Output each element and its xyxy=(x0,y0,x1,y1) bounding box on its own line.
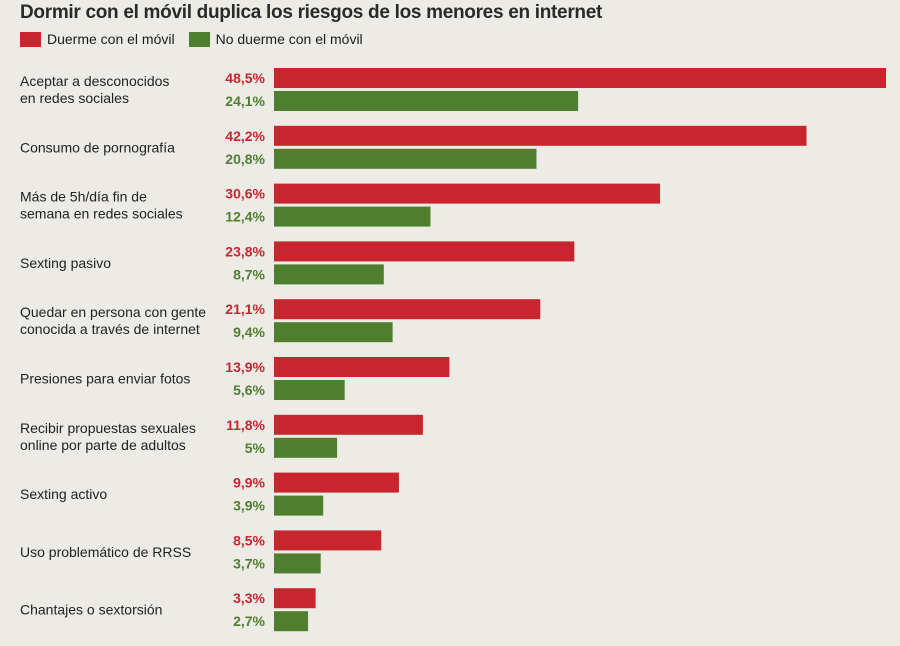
category-label-0-line-0: Aceptar a desconocidos xyxy=(20,73,169,89)
bar-no-duerme-2 xyxy=(274,206,431,227)
category-label-2-line-1: semana en redes sociales xyxy=(20,206,183,222)
bar-duerme-9 xyxy=(274,588,316,609)
legend-label-duerme: Duerme con el móvil xyxy=(47,31,175,47)
bar-duerme-4 xyxy=(274,299,541,320)
value-label-no-duerme-8: 3,7% xyxy=(233,555,265,571)
value-label-duerme-4: 21,1% xyxy=(225,301,265,317)
value-label-duerme-3: 23,8% xyxy=(225,243,265,259)
bar-duerme-0 xyxy=(274,68,886,88)
category-label-0-line-1: en redes sociales xyxy=(20,90,129,106)
category-label-8: Uso problemático de RRSS xyxy=(20,544,191,560)
value-label-no-duerme-9: 2,7% xyxy=(233,613,265,629)
bar-duerme-7 xyxy=(274,472,399,493)
bar-no-duerme-1 xyxy=(274,148,537,169)
value-label-duerme-2: 30,6% xyxy=(225,186,265,202)
value-label-duerme-0: 48,5% xyxy=(225,70,265,86)
category-label-7: Sexting activo xyxy=(20,486,107,502)
category-label-4-line-1: conocida a través de internet xyxy=(20,321,200,337)
bar-no-duerme-8 xyxy=(274,553,321,574)
legend-label-no-duerme: No duerme con el móvil xyxy=(215,31,363,47)
bar-duerme-2 xyxy=(274,183,661,204)
bar-no-duerme-4 xyxy=(274,322,393,343)
legend-item-duerme: Duerme con el móvil xyxy=(20,31,175,47)
legend-item-no-duerme: No duerme con el móvil xyxy=(188,31,363,47)
bar-no-duerme-6 xyxy=(274,437,338,458)
legend-swatch-red xyxy=(20,31,41,47)
legend-swatch-green xyxy=(188,31,210,47)
value-label-no-duerme-5: 5,6% xyxy=(233,382,265,398)
bar-duerme-6 xyxy=(274,414,423,435)
value-label-no-duerme-7: 3,9% xyxy=(233,498,265,514)
value-label-duerme-8: 8,5% xyxy=(233,532,265,548)
bar-duerme-5 xyxy=(274,357,450,377)
bar-no-duerme-3 xyxy=(274,264,384,285)
bar-no-duerme-0 xyxy=(274,91,579,111)
chart-legend: Duerme con el móvil No duerme con el móv… xyxy=(20,31,377,47)
bar-no-duerme-9 xyxy=(274,611,309,632)
category-label-1: Consumo de pornografía xyxy=(20,139,175,155)
bar-no-duerme-7 xyxy=(274,495,324,516)
value-label-no-duerme-1: 20,8% xyxy=(225,151,265,167)
value-label-duerme-6: 11,8% xyxy=(226,417,265,433)
value-label-no-duerme-3: 8,7% xyxy=(233,266,265,282)
bar-no-duerme-5 xyxy=(274,380,345,400)
category-label-4-line-0: Quedar en persona con gente xyxy=(20,304,206,320)
category-label-5: Presiones para enviar fotos xyxy=(20,371,190,387)
chart-title: Dormir con el móvil duplica los riesgos … xyxy=(20,2,603,23)
value-label-no-duerme-0: 24,1% xyxy=(225,93,265,109)
bar-duerme-8 xyxy=(274,530,382,551)
value-label-no-duerme-6: 5% xyxy=(245,440,266,456)
value-label-duerme-9: 3,3% xyxy=(233,590,265,606)
category-label-2-line-0: Más de 5h/día fin de xyxy=(20,189,147,205)
category-label-9: Chantajes o sextorsión xyxy=(20,602,162,618)
category-label-6-line-1: online por parte de adultos xyxy=(20,437,186,453)
bar-duerme-3 xyxy=(274,241,575,262)
value-label-duerme-1: 42,2% xyxy=(225,128,265,144)
category-label-3: Sexting pasivo xyxy=(20,255,111,271)
bar-duerme-1 xyxy=(274,125,807,146)
category-label-6-line-0: Recibir propuestas sexuales xyxy=(20,420,196,436)
value-label-duerme-5: 13,9% xyxy=(225,359,265,375)
value-label-no-duerme-4: 9,4% xyxy=(233,324,265,340)
value-label-duerme-7: 9,9% xyxy=(233,475,265,491)
value-label-no-duerme-2: 12,4% xyxy=(225,209,265,225)
